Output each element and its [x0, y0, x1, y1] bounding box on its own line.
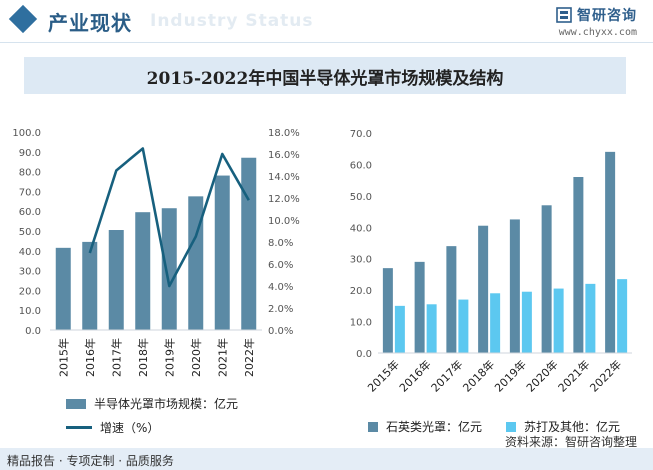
x-tick-label: 2019年	[162, 338, 176, 377]
y-tick-label: 60.0	[19, 207, 41, 218]
data-source: 资料来源：智研咨询整理	[504, 435, 637, 449]
section-watermark: Industry Status	[150, 11, 314, 31]
legend-growth: 增速（%）	[66, 419, 159, 436]
x-tick-label: 2019年	[492, 357, 529, 394]
y-tick-label: 20.0	[350, 286, 372, 297]
chart-title: 2015-2022年中国半导体光罩市场规模及结构	[146, 69, 504, 89]
page-footer: 精品报告 · 专项定制 · 品质服务	[0, 448, 653, 470]
bar	[241, 157, 257, 330]
x-tick-label: 2018年	[136, 338, 150, 377]
growth-line	[88, 147, 250, 288]
legend-quartz: 石英类光罩：亿元	[368, 418, 482, 435]
bar	[188, 196, 204, 330]
x-tick-label: 2020年	[189, 338, 203, 377]
y-tick-label: 30.0	[350, 255, 372, 266]
y2-tick-label: 2.0%	[268, 304, 293, 315]
bar-quartz	[605, 151, 616, 353]
bar-quartz	[382, 268, 393, 353]
y2-tick-label: 0.0%	[268, 326, 293, 337]
footer-slogan: 精品报告 · 专项定制 · 品质服务	[7, 454, 174, 468]
bar-soda	[553, 288, 564, 353]
bar	[135, 212, 151, 330]
brand-logo-icon	[556, 7, 572, 23]
brand: 智研咨询	[556, 5, 637, 25]
y-tick-label: 90.0	[19, 148, 41, 159]
bar-quartz	[509, 219, 520, 353]
page-header: 产业现状 Industry Status 智研咨询 www.chyxx.com	[0, 0, 653, 44]
x-tick-label: 2022年	[587, 357, 624, 394]
legend-market-size: 半导体光罩市场规模：亿元	[66, 395, 238, 412]
bar	[161, 208, 177, 330]
y-tick-label: 80.0	[19, 168, 41, 179]
x-tick-label: 2016年	[396, 357, 433, 394]
brand-url: www.chyxx.com	[558, 27, 637, 38]
y-tick-label: 40.0	[350, 223, 372, 234]
legend-swatch-bar	[66, 398, 86, 409]
bar	[82, 241, 98, 330]
chart-title-band: 2015-2022年中国半导体光罩市场规模及结构	[24, 57, 626, 94]
x-tick-label: 2018年	[460, 357, 497, 394]
x-tick-label: 2015年	[365, 357, 402, 394]
y-tick-label: 70.0	[350, 129, 372, 140]
legend-swatch-line	[66, 426, 92, 429]
x-tick-label: 2017年	[109, 338, 123, 377]
y2-tick-label: 10.0%	[268, 216, 300, 227]
bar-soda	[458, 299, 469, 353]
y-tick-label: 30.0	[19, 267, 41, 278]
legend-label: 半导体光罩市场规模：亿元	[94, 397, 239, 411]
y2-tick-label: 12.0%	[268, 194, 300, 205]
y-tick-label: 10.0	[19, 306, 41, 317]
y-tick-label: 50.0	[350, 192, 372, 203]
x-tick-label: 2015年	[56, 338, 70, 377]
x-tick-label: 2022年	[242, 338, 256, 377]
y-tick-label: 70.0	[19, 187, 41, 198]
y2-tick-label: 18.0%	[268, 128, 300, 139]
bar	[214, 175, 230, 330]
y-tick-label: 0.0	[356, 349, 372, 360]
bar	[108, 230, 124, 330]
y2-tick-label: 4.0%	[268, 282, 293, 293]
section-title: 产业现状	[48, 11, 132, 35]
legend-soda: 苏打及其他：亿元	[506, 418, 620, 435]
bar-quartz	[541, 205, 552, 353]
bar-quartz	[446, 246, 457, 353]
legend-label: 石英类光罩：亿元	[386, 420, 483, 434]
bar	[55, 247, 71, 330]
y-tick-label: 40.0	[19, 247, 41, 258]
bar-soda	[521, 291, 532, 353]
y2-tick-label: 16.0%	[268, 150, 300, 161]
bar-soda	[617, 279, 628, 353]
y-tick-label: 0.0	[25, 326, 41, 337]
x-tick-label: 2016年	[83, 338, 97, 377]
legend-label: 增速（%）	[100, 421, 160, 435]
y2-tick-label: 6.0%	[268, 260, 293, 271]
y-tick-label: 100.0	[12, 128, 41, 139]
y-tick-label: 50.0	[19, 227, 41, 238]
y2-tick-label: 14.0%	[268, 172, 300, 183]
y-tick-label: 20.0	[19, 286, 41, 297]
y2-tick-label: 8.0%	[268, 238, 293, 249]
y-tick-label: 60.0	[350, 160, 372, 171]
bar-soda	[426, 304, 437, 353]
bar-quartz	[573, 177, 584, 353]
bar-quartz	[478, 225, 489, 353]
x-tick-label: 2017年	[428, 357, 465, 394]
legend-swatch-soda	[506, 421, 516, 432]
bar-quartz	[414, 261, 425, 353]
x-tick-label: 2020年	[523, 357, 560, 394]
bar-soda	[585, 283, 596, 353]
x-tick-label: 2021年	[215, 338, 229, 377]
header-divider	[0, 42, 653, 43]
legend-label: 苏打及其他：亿元	[524, 420, 621, 434]
legend-swatch-quartz	[368, 421, 378, 432]
brand-name: 智研咨询	[577, 8, 637, 24]
bar-soda	[394, 305, 405, 353]
y-tick-label: 10.0	[350, 318, 372, 329]
x-tick-label: 2021年	[555, 357, 592, 394]
bar-soda	[490, 293, 501, 353]
